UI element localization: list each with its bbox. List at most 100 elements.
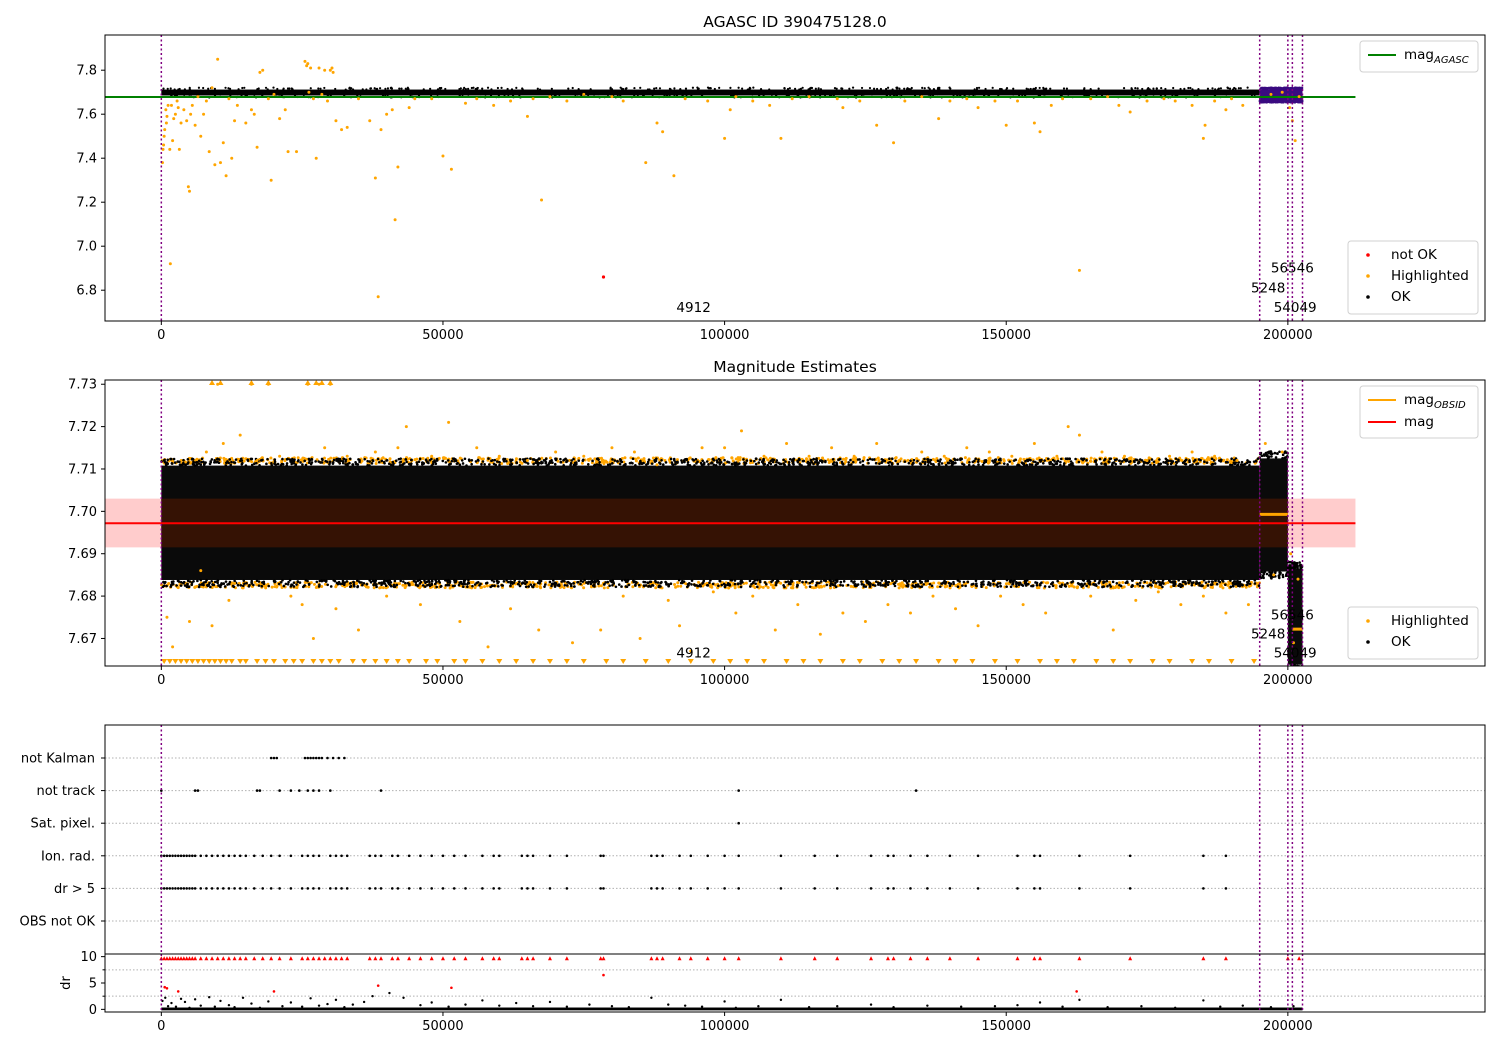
highlighted-point [673, 582, 677, 586]
legend-point-swatch [1366, 274, 1370, 278]
ok-point [968, 460, 971, 464]
ok-point [868, 86, 872, 90]
highlighted-point [661, 130, 665, 134]
ok-point [679, 88, 682, 91]
highlighted-point [506, 461, 510, 465]
ok-point [1030, 463, 1034, 466]
ok-point [197, 86, 201, 89]
clipped-low-marker [327, 659, 334, 664]
ok-point [239, 584, 243, 587]
ok-point [404, 581, 407, 585]
ok-point [378, 581, 381, 585]
ok-point [435, 459, 439, 462]
ok-point [1157, 463, 1160, 467]
ok-point [814, 87, 817, 90]
highlighted-point [582, 454, 586, 458]
ok-point [303, 584, 307, 587]
ok-point [650, 462, 654, 465]
ok-point [841, 87, 844, 90]
ok-point [332, 579, 336, 582]
highlighted-point [1061, 97, 1065, 101]
ok-point [329, 585, 333, 588]
ok-point [669, 457, 673, 461]
flag-point [678, 854, 681, 858]
ok-point [1181, 580, 1185, 584]
ok-point [169, 585, 173, 588]
axes-background [105, 35, 1485, 321]
highlighted-point [201, 585, 205, 589]
ok-point [542, 459, 546, 462]
obsid-annotation: 4912 [676, 646, 710, 662]
highlighted-point [784, 458, 788, 462]
ok-point [1015, 582, 1018, 586]
flag-point [306, 756, 310, 760]
clipped-low-marker [913, 659, 920, 664]
ok-point [891, 578, 894, 582]
highlighted-point [497, 454, 501, 458]
flag-point [464, 854, 467, 858]
ok-point [428, 580, 431, 584]
ok-point [226, 583, 229, 586]
ok-point [191, 458, 195, 461]
x-tick-label: 100000 [700, 328, 750, 343]
ok-point [1254, 459, 1258, 463]
highlighted-point [608, 460, 612, 464]
flag-point [390, 854, 394, 858]
ok-point [241, 86, 244, 90]
ok-point [953, 457, 956, 461]
ok-point [655, 86, 658, 90]
highlighted-point [807, 454, 811, 458]
highlighted-point [548, 95, 552, 99]
highlighted-point [190, 103, 194, 107]
highlighted-point [1173, 99, 1177, 103]
ok-point [595, 457, 599, 461]
ok-point [1085, 459, 1088, 462]
flag-point [312, 789, 315, 792]
ok-point [1036, 462, 1040, 465]
ok-point [812, 457, 816, 461]
highlighted-point [162, 143, 166, 147]
ok-point [343, 581, 347, 584]
ok-point [680, 461, 684, 464]
ok-point [910, 86, 913, 90]
ok-point [980, 583, 983, 587]
highlighted-point [817, 585, 821, 589]
highlighted-point [948, 99, 952, 103]
ok-point [835, 461, 838, 464]
ok-point [241, 461, 244, 465]
flag-category-label: not Kalman [21, 752, 95, 767]
ok-point [1257, 584, 1261, 588]
ok-point [806, 460, 810, 464]
ok-point [887, 580, 891, 584]
ok-point [997, 458, 1001, 462]
highlighted-point [1224, 611, 1228, 615]
flag-point [176, 854, 180, 858]
obsid-annotation: 5248 [1251, 626, 1285, 642]
ok-point [1297, 666, 1300, 669]
ok-point [800, 464, 803, 467]
ok-point [404, 458, 408, 461]
x-tick-label: 200000 [1263, 328, 1313, 343]
ok-point [1283, 456, 1287, 460]
ok-point [1147, 86, 1150, 90]
ok-point [570, 459, 573, 462]
ok-point [262, 580, 266, 584]
ok-point [1077, 460, 1081, 464]
ok-point [819, 580, 823, 583]
ok-point [1138, 584, 1142, 587]
ok-point [608, 584, 611, 588]
ok-point [864, 585, 868, 588]
highlighted-point [1037, 586, 1041, 590]
ok-point [729, 86, 732, 90]
ok-point [611, 458, 614, 461]
ok-point [1032, 87, 1035, 90]
highlighted-point [1038, 130, 1042, 134]
ok-point [351, 88, 355, 91]
clipped-low-marker [242, 659, 249, 664]
ok-point [345, 580, 349, 583]
highlighted-point [634, 457, 638, 461]
ok-point [583, 578, 586, 582]
flag-point [162, 887, 166, 890]
ok-point [948, 584, 952, 588]
flag-point [452, 854, 456, 858]
